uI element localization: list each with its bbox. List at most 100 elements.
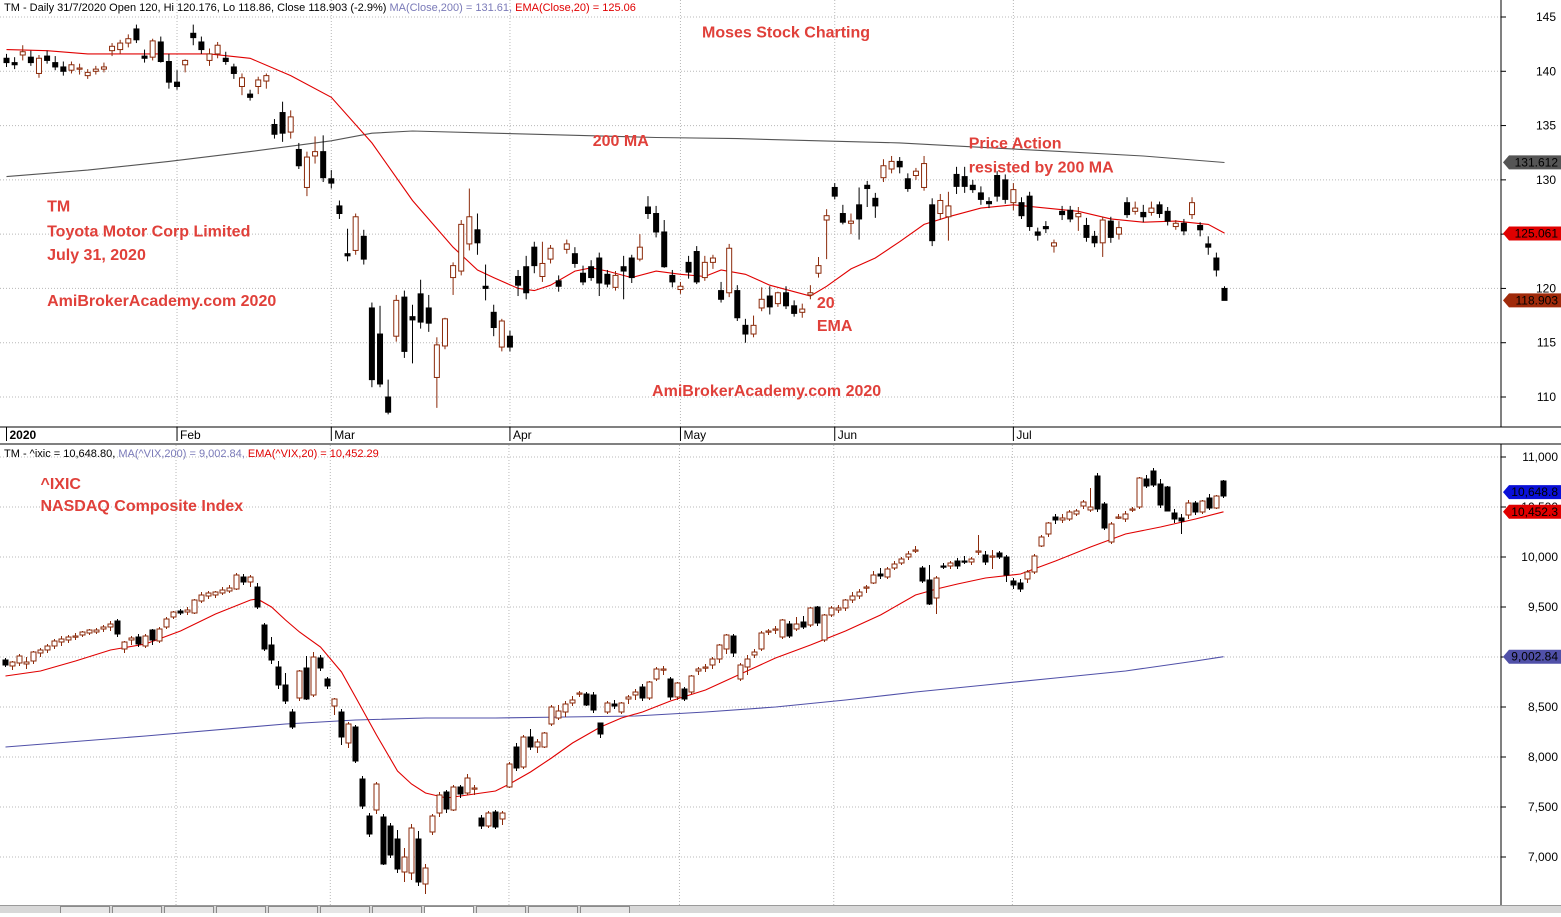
candle-body	[961, 560, 968, 563]
candle-body	[79, 631, 86, 636]
candle-body	[409, 316, 416, 321]
candle-body	[394, 838, 401, 870]
value-badge	[1503, 293, 1561, 308]
candle-body	[422, 867, 429, 885]
sheet-tab[interactable]	[372, 906, 422, 913]
sheet-tab[interactable]	[268, 906, 318, 913]
candle-body	[604, 702, 611, 713]
index-annotations: ^IXIC NASDAQ Composite Index	[41, 476, 244, 515]
candle-body	[135, 636, 142, 645]
sheet-tab[interactable]	[320, 906, 370, 913]
candle-body	[534, 741, 541, 748]
candle-body	[100, 626, 107, 630]
candle-body	[198, 41, 205, 51]
candle-body	[1157, 483, 1164, 506]
candle-body	[373, 783, 380, 811]
candle-body	[352, 726, 359, 762]
candle-body	[520, 736, 527, 768]
candle-body	[35, 57, 42, 74]
sheet-tab[interactable]	[112, 906, 162, 913]
candle-body	[368, 307, 375, 381]
candle-body	[344, 253, 351, 257]
candle-body	[933, 577, 940, 599]
candle-body	[60, 66, 67, 72]
candle-body	[141, 55, 148, 59]
candle-body	[2, 659, 9, 666]
candle-body	[758, 298, 765, 309]
candle-body	[190, 32, 197, 39]
candle-body	[240, 576, 247, 583]
candle-body	[742, 324, 749, 335]
candle-body	[275, 666, 282, 686]
candle-body	[436, 794, 443, 814]
candle-body	[415, 838, 422, 883]
index-panel[interactable]: ^IXIC NASDAQ Composite Index 7,000 7,500 8,…	[0, 444, 1561, 905]
candle-body	[331, 698, 338, 707]
candle-body	[701, 261, 708, 279]
candle-body	[30, 651, 37, 662]
candle-body	[576, 692, 583, 695]
candle-body	[1164, 210, 1171, 222]
candle-body	[823, 215, 830, 221]
candle-body	[772, 628, 779, 631]
candle-body	[1143, 478, 1150, 487]
candle-body	[977, 192, 984, 200]
index-header-ticker: TM	[4, 448, 20, 460]
x-tick-label: May	[683, 428, 706, 442]
candle-body	[1148, 207, 1155, 213]
value-badge	[1503, 485, 1561, 500]
candle-body	[16, 655, 23, 664]
candle-body	[750, 324, 757, 335]
candle-body	[1031, 555, 1038, 573]
candle-body	[498, 320, 505, 348]
candle-body	[107, 623, 114, 628]
candle-body	[1136, 477, 1143, 508]
candle-body	[783, 292, 790, 307]
candle-body	[324, 678, 331, 687]
sheet-tab[interactable]	[216, 906, 266, 913]
candle-body	[65, 636, 72, 641]
candle-body	[716, 644, 723, 660]
candle-body	[661, 231, 668, 268]
candle-body	[877, 573, 884, 577]
chart-annotation: NASDAQ Composite Index	[41, 498, 244, 515]
candle-body	[114, 620, 121, 635]
candle-body	[303, 156, 310, 188]
candle-body	[366, 815, 373, 835]
candle-body	[562, 703, 569, 713]
candle-body	[443, 791, 450, 810]
sheet-tab[interactable]	[164, 906, 214, 913]
sheet-tab[interactable]	[528, 906, 578, 913]
candle-body	[317, 657, 324, 669]
value-badge-label: 10,648.8	[1511, 485, 1558, 499]
candle-body	[271, 123, 278, 135]
candle-body	[646, 681, 653, 699]
candle-body	[929, 204, 936, 242]
candle-body	[1180, 222, 1187, 232]
candle-body	[1045, 522, 1052, 535]
sheet-tab[interactable]	[580, 906, 630, 913]
price-annotations: Moses Stock Charting Price Action resisted…	[47, 25, 1114, 400]
candle-body	[121, 641, 128, 650]
candle-body	[1059, 517, 1066, 521]
candle-body	[377, 333, 384, 385]
sheet-tab[interactable]	[476, 906, 526, 913]
candle-body	[287, 116, 294, 133]
value-badge-label: 125.061	[1515, 226, 1559, 240]
candle-body	[1115, 227, 1122, 235]
y-tick-label: 130	[1536, 173, 1556, 187]
candle-body	[212, 591, 219, 596]
y-tick-label: 9,500	[1528, 600, 1558, 614]
price-gridlines	[0, 0, 1501, 427]
price-panel[interactable]: Moses Stock Charting Price Action resisted…	[0, 0, 1561, 427]
candle-body	[947, 562, 954, 567]
sheet-tab-bar[interactable]	[0, 905, 1561, 913]
candle-body	[835, 607, 842, 611]
candle-body	[1050, 242, 1057, 247]
candle-body	[9, 661, 16, 667]
candle-body	[688, 675, 695, 693]
sheet-tab[interactable]	[60, 906, 110, 913]
candle-body	[726, 247, 733, 294]
sheet-tab[interactable]	[424, 906, 474, 913]
candle-body	[490, 311, 497, 329]
